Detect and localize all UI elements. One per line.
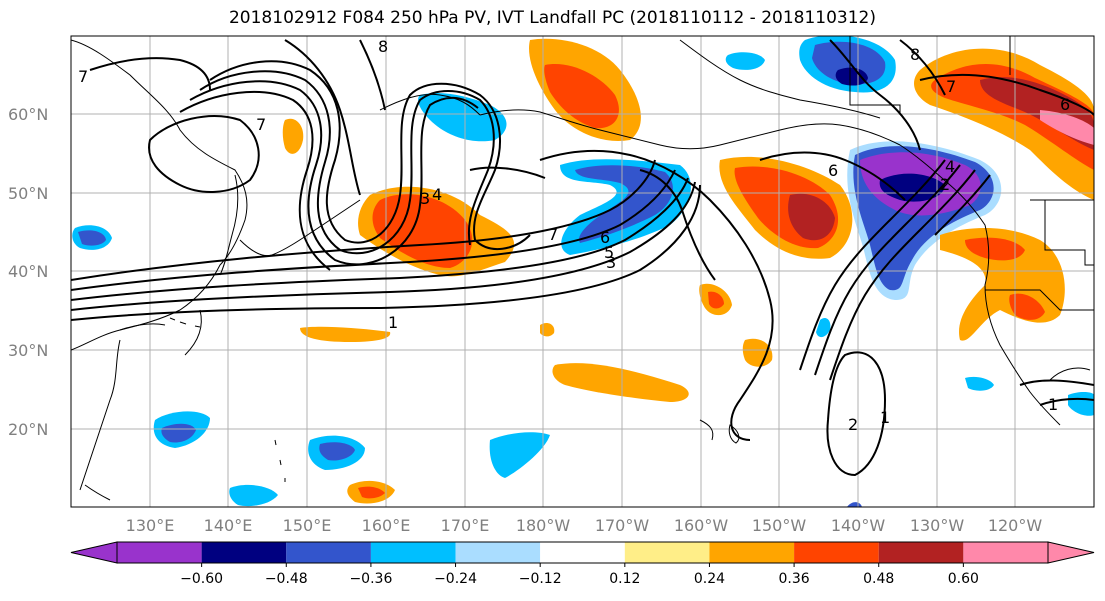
colorbar-outline [116,541,1049,564]
lon-label: 170°E [441,516,490,535]
contour-label: 4 [945,157,955,176]
lon-label: 130°W [910,516,965,535]
colorbar-tick-label: 0.12 [609,571,640,587]
lon-label: 130°E [126,516,175,535]
colorbar-tick-label: −0.60 [180,571,223,587]
contour-label: 6 [1060,95,1070,114]
contour-label: 6 [828,161,838,180]
colorbar-tick-label: −0.36 [349,571,392,587]
contour-label: 5 [604,243,614,262]
colorbar-tick-label: −0.12 [519,571,562,587]
contour-label: 1 [880,408,890,427]
contour-labels: 8 7 7 3 4 7 6 5 3 1 6 4 2 1 2 1 8 7 6 [78,37,1070,434]
shaded-fields [72,36,1094,507]
contour-label: 7 [946,77,956,96]
colorbar-tick-label: −0.48 [265,571,308,587]
map-frame [70,35,1095,508]
colorbar-swatch [963,542,1048,563]
colorbar-tick-label: 0.36 [779,571,810,587]
colorbar-extend-min [70,541,118,564]
colorbar-swatch [794,542,879,563]
colorbar-swatch [624,542,710,563]
latitude-labels: 60°N 50°N 40°N 30°N 20°N [8,105,48,439]
lon-label: 150°W [752,516,807,535]
colorbar-swatch [286,542,371,563]
lon-label: 140°W [831,516,886,535]
contour-label: 1 [1048,395,1058,414]
contour-label: 6 [600,228,610,247]
contour-label: 8 [378,37,388,56]
lat-label: 60°N [8,105,48,124]
pv-contours [71,39,1094,477]
lon-label: 170°W [595,516,650,535]
coastlines [71,36,1094,501]
colorbar-swatch [201,542,287,563]
colorbar-swatch [370,542,456,563]
lat-label: 40°N [8,262,48,281]
contour-label: 7 [78,67,88,86]
colorbar-tick-label: −0.24 [434,571,477,587]
colorbar-tick-label: 0.24 [694,571,725,587]
colorbar [70,541,1095,564]
colorbar-swatch [455,542,541,563]
colorbar-tick-label: 0.60 [948,571,979,587]
map-plot: 8 7 7 3 4 7 6 5 3 1 6 4 2 1 2 1 8 7 6 [71,36,1094,507]
colorbar-ticks: −0.60 −0.48 −0.36 −0.24 −0.12 0.12 0.24 0.36 0.4… [180,563,979,587]
contour-label: 8 [910,45,920,64]
lat-label: 50°N [8,184,48,203]
map-title: 2018102912 F084 250 hPa PV, IVT Landfall… [228,8,876,28]
longitude-labels: 130°E 140°E 150°E 160°E 170°E 180°W 170°… [126,516,1043,535]
contour-label: 7 [548,225,558,244]
contour-label: 1 [388,313,398,332]
lon-label: 140°E [204,516,253,535]
contour-label: 4 [432,185,442,204]
contour-label: 7 [256,115,266,134]
colorbar-swatch [878,542,964,563]
colorbar-extend-max [1047,541,1095,564]
lat-label: 20°N [8,420,48,439]
lon-label: 160°E [362,516,411,535]
colorbar-swatch [709,542,795,563]
lon-label: 150°E [283,516,332,535]
lon-label: 160°W [674,516,729,535]
contour-label: 2 [940,175,950,194]
colorbar-tick-label: 0.48 [863,571,894,587]
colorbar-swatch [540,542,625,563]
lon-label: 180°W [516,516,571,535]
colorbar-swatch [117,542,202,563]
contour-label: 2 [848,415,858,434]
grid-lines [71,36,1094,507]
lat-label: 30°N [8,341,48,360]
lon-label: 120°W [988,516,1043,535]
contour-label: 3 [420,189,430,208]
contour-label: 3 [606,253,616,272]
